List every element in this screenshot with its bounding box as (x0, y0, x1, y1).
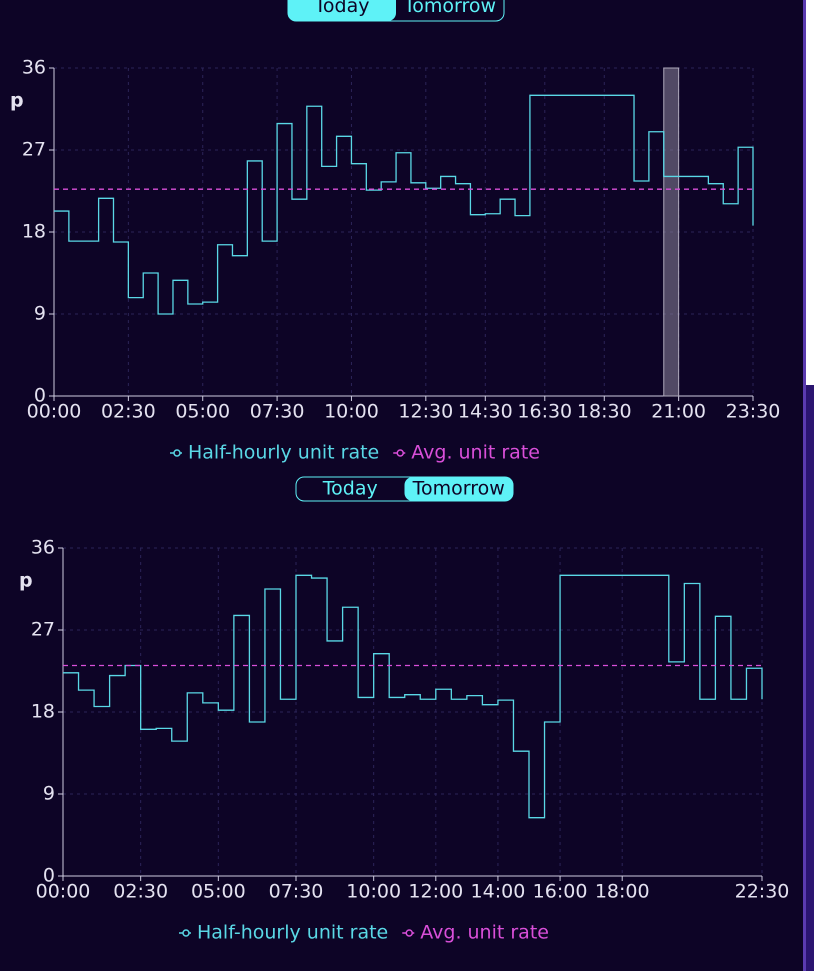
y-tick-label: 0 (43, 865, 55, 887)
page-edge (806, 385, 814, 971)
x-tick-label: 21:00 (651, 401, 706, 423)
scroll-edge (803, 0, 806, 971)
x-tick-label: 10:00 (346, 881, 401, 903)
y-tick-label: 36 (31, 537, 55, 559)
toggle-active (288, 0, 396, 21)
toggle-active (404, 477, 513, 501)
toggle-option[interactable]: Today (314, 0, 370, 17)
legend-marker (405, 929, 413, 937)
x-tick-label: 07:30 (269, 881, 324, 903)
y-tick-label: 27 (22, 139, 46, 161)
y-axis-label: p (19, 570, 33, 592)
x-tick-label: 00:00 (36, 881, 91, 903)
rate-line (54, 94, 754, 315)
legend-label[interactable]: Avg. unit rate (411, 442, 540, 464)
x-tick-label: 07:30 (250, 401, 305, 423)
legend-marker (396, 449, 404, 457)
x-tick-label: 18:00 (595, 881, 650, 903)
x-tick-label: 16:00 (533, 881, 588, 903)
x-tick-label: 10:00 (324, 401, 379, 423)
legend-marker (182, 929, 190, 937)
x-tick-label: 14:30 (458, 401, 513, 423)
y-tick-label: 9 (34, 303, 46, 325)
legend-label[interactable]: Half-hourly unit rate (197, 922, 388, 944)
y-tick-label: 0 (34, 385, 46, 407)
x-tick-label: 12:00 (408, 881, 463, 903)
y-tick-label: 27 (31, 619, 55, 641)
legend-label[interactable]: Half-hourly unit rate (188, 442, 379, 464)
x-tick-label: 02:30 (101, 401, 156, 423)
x-tick-label: 00:00 (27, 401, 82, 423)
x-tick-label: 05:00 (175, 401, 230, 423)
current-slot (663, 67, 680, 397)
x-tick-label: 23:30 (726, 401, 781, 423)
x-tick-label: 02:30 (113, 881, 168, 903)
toggle-option[interactable]: Tomorrow (403, 0, 496, 17)
x-tick-label: 18:30 (577, 401, 632, 423)
x-tick-label: 05:00 (191, 881, 246, 903)
x-tick-label: 16:30 (517, 401, 572, 423)
page-edge (806, 0, 814, 385)
y-axis-label: p (10, 90, 24, 112)
toggle-option[interactable]: Tomorrow (412, 478, 505, 500)
legend-label[interactable]: Avg. unit rate (420, 922, 549, 944)
rate-line (63, 574, 763, 819)
y-tick-label: 18 (22, 221, 46, 243)
y-tick-label: 18 (31, 701, 55, 723)
toggle-option[interactable]: Today (322, 478, 378, 500)
y-tick-label: 36 (22, 57, 46, 79)
y-tick-label: 9 (43, 783, 55, 805)
x-tick-label: 12:30 (398, 401, 453, 423)
x-tick-label: 22:30 (735, 881, 790, 903)
x-tick-label: 14:00 (471, 881, 526, 903)
legend-marker (173, 449, 181, 457)
